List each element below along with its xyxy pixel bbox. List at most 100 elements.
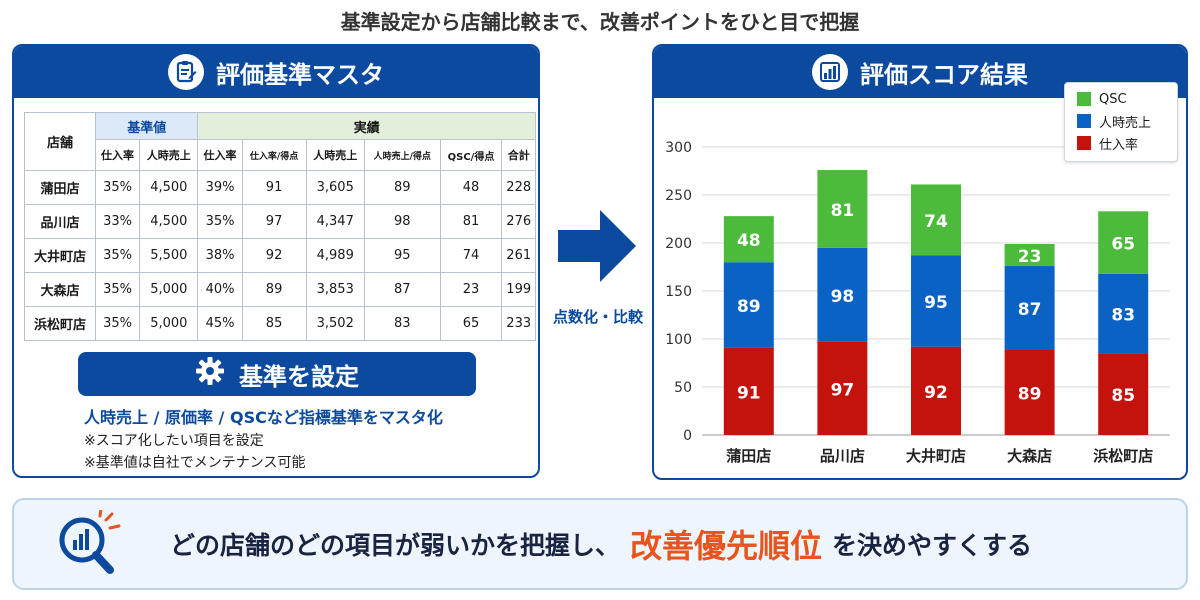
data-label: 98 [831,287,855,307]
page-headline: 基準設定から店舗比較まで、改善ポイントをひと目で把握 [340,10,860,34]
bar-segment [817,247,868,342]
y-tick-label: 200 [665,236,692,252]
actual-group-header: 実績 [197,112,536,140]
table-cell: 23 [439,272,503,307]
y-tick-label: 300 [665,140,692,156]
banner-message: どの店舗のどの項目が弱いかを把握し、 改善優先順位 を決めやすくする [170,500,1032,588]
data-label: 48 [737,231,761,251]
table-cell: 3,853 [305,272,365,307]
data-label: 85 [1111,386,1135,406]
column-header: QSC/得点 [439,139,503,171]
bar-segment [911,346,961,435]
gear-icon [195,356,225,392]
magnifier-chart-icon [59,510,121,574]
data-label: 87 [1018,300,1042,320]
chart-legend: QSC 人時売上 仕入率 [1064,82,1178,162]
table-cell: 261 [501,238,536,273]
bar-segment [911,184,961,256]
table-cell: 5,500 [139,238,199,273]
table-cell: 35% [94,238,141,273]
bar-segment [911,255,961,347]
legend-swatch [1077,92,1091,106]
column-header: 合計 [501,139,536,171]
banner-text-before: どの店舗のどの項目が弱いかを把握し、 [170,531,621,560]
score-result-header: 評価スコア結果 [654,46,1186,98]
data-label: 91 [737,383,761,403]
legend-swatch [1077,114,1091,128]
table-cell: 92 [241,238,307,273]
note-line: ※基準値は自社でメンテナンス可能 [84,455,306,471]
master-description: 人時売上 / 原価率 / QSCなど指標基準をマスタ化 [84,408,443,427]
data-label: 74 [924,212,948,232]
table-cell: 4,989 [305,238,365,273]
table-cell: 228 [501,170,536,205]
table-cell: 85 [241,306,307,341]
set-criteria-button[interactable]: 基準を設定 [78,352,476,396]
criteria-master-header: 評価基準マスタ [14,46,538,98]
bar-segment [1004,349,1055,435]
data-label: 89 [737,297,761,317]
column-header: 人時売上 [139,139,199,171]
bar-segment [723,262,774,348]
table-cell: 199 [501,272,536,307]
note-line: ※スコア化したい項目を設定 [84,433,264,449]
data-label: 23 [1018,247,1042,267]
score-result-title: 評価スコア結果 [860,60,1028,89]
table-cell: 35% [94,170,141,205]
bar-segment [1098,353,1149,435]
table-cell: 276 [501,204,536,239]
legend-item-sales: 人時売上 [1077,110,1177,132]
table-cell: 3,605 [305,170,365,205]
bar-segment [1004,266,1055,350]
right-arrow-icon [558,210,636,282]
legend-swatch [1077,136,1091,150]
table-cell: 4,347 [305,204,365,239]
legend-label: QSC [1099,91,1127,107]
table-row: 浜松町店 35% 5,000 45% 85 3,502 83 65 233 [24,306,536,341]
store-column-header: 店舗 [24,112,96,171]
y-tick-label: 100 [665,332,692,348]
legend-label: 仕入率 [1099,137,1139,153]
score-result-panel: 評価スコア結果 0 50 100 150 200 250 300 91 89 48 蒲田店 97 98 8… [652,44,1188,480]
x-tick-label: 大井町店 [906,447,966,465]
table-cell: 89 [241,272,307,307]
x-tick-label: 品川店 [820,447,865,465]
set-criteria-label: 基準を設定 [239,362,359,391]
column-header: 仕入率 [197,139,243,171]
data-label: 95 [924,293,948,313]
column-header: 人時売上 [305,139,365,171]
x-tick-label: 大森店 [1007,447,1052,465]
table-cell: 98 [363,204,441,239]
store-cell: 大井町店 [24,238,96,273]
table-cell: 95 [363,238,441,273]
table-cell: 3,502 [305,306,365,341]
bar-segment [723,347,774,435]
summary-banner: どの店舗のどの項目が弱いかを把握し、 改善優先順位 を決めやすくする [12,498,1188,590]
table-row: 品川店 33% 4,500 35% 97 4,347 98 81 276 [24,204,536,239]
table-cell: 33% [94,204,141,239]
store-cell: 浜松町店 [24,306,96,341]
legend-label: 人時売上 [1099,115,1152,131]
data-label: 92 [924,383,948,403]
banner-emphasis: 改善優先順位 [630,527,823,565]
data-label: 83 [1111,306,1135,326]
bar-segment [723,216,774,263]
y-tick-label: 50 [674,380,692,396]
store-cell: 蒲田店 [24,170,96,205]
table-cell: 91 [241,170,307,205]
store-cell: 品川店 [24,204,96,239]
table-cell: 87 [363,272,441,307]
table-cell: 35% [94,272,141,307]
data-label: 81 [831,201,855,221]
bar-segment [817,341,868,435]
table-cell: 89 [363,170,441,205]
bar-segment [1098,211,1149,274]
y-tick-label: 0 [683,428,692,444]
table-row: 蒲田店 35% 4,500 39% 91 3,605 89 48 228 [24,170,536,205]
table-cell: 4,500 [139,170,199,205]
data-label: 89 [1018,384,1042,404]
x-tick-label: 浜松町店 [1093,447,1153,465]
legend-item-purchase: 仕入率 [1077,132,1177,154]
x-tick-label: 蒲田店 [726,447,771,465]
table-cell: 45% [197,306,243,341]
